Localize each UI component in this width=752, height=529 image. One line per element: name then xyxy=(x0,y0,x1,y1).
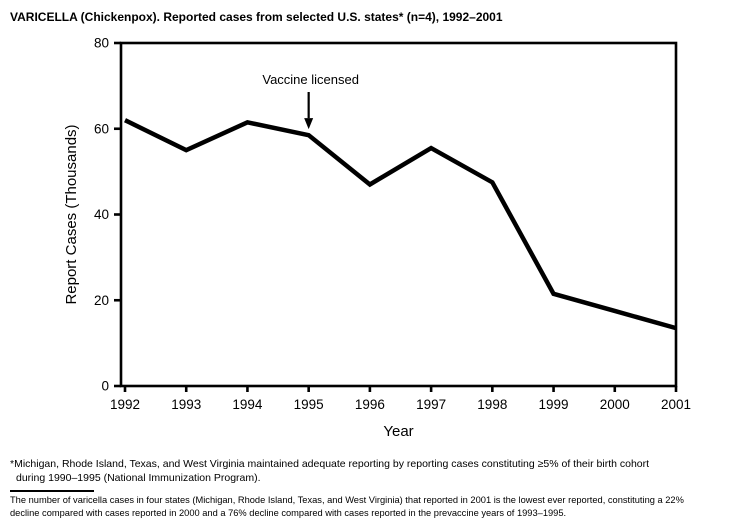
y-axis-tick-label: 60 xyxy=(94,121,109,136)
y-axis-tick-label: 40 xyxy=(94,207,109,222)
chart-title: VARICELLA (Chickenpox). Reported cases f… xyxy=(10,10,503,24)
x-axis-tick-label: 1996 xyxy=(355,397,385,412)
x-axis-tick-label: 1992 xyxy=(110,397,140,412)
y-axis-title: Report Cases (Thousands) xyxy=(63,124,80,304)
footnote-asterisk-line2: during 1990–1995 (National Immunization … xyxy=(16,472,261,484)
bottom-note-line2: decline compared with cases reported in … xyxy=(10,507,567,518)
bottom-note: The number of varicella cases in four st… xyxy=(10,494,684,519)
footnote-divider-rule xyxy=(10,490,94,492)
x-axis-tick-label: 1994 xyxy=(232,397,263,412)
x-axis-tick-label: 2001 xyxy=(661,397,691,412)
y-axis-tick-label: 0 xyxy=(101,379,109,394)
annotation-label: Vaccine licensed xyxy=(262,72,359,87)
x-axis-tick-label: 1998 xyxy=(477,397,507,412)
y-axis-tick-label: 20 xyxy=(94,293,109,308)
x-axis-tick-label: 1995 xyxy=(294,397,324,412)
varicella-line-chart: 0 20 40 60 80 1992 1993 1994 1995 1996 1997 1998 199… xyxy=(63,36,691,441)
annotation-arrowhead-icon xyxy=(304,118,314,130)
bottom-note-line1: The number of varicella cases in four st… xyxy=(10,495,684,505)
x-axis-tick-label: 1993 xyxy=(171,397,201,412)
x-axis-tick-label: 1997 xyxy=(416,397,446,412)
x-axis-title: Year xyxy=(383,423,413,440)
x-axis-tick-label: 2000 xyxy=(600,397,630,412)
x-axis-tick-label: 1999 xyxy=(539,397,569,412)
plot-border xyxy=(119,41,678,388)
data-line-series xyxy=(124,118,677,331)
footnote-asterisk: *Michigan, Rhode Island, Texas, and West… xyxy=(10,457,649,485)
y-axis-tick-label: 80 xyxy=(94,36,109,51)
footnote-asterisk-line1: *Michigan, Rhode Island, Texas, and West… xyxy=(10,458,650,470)
